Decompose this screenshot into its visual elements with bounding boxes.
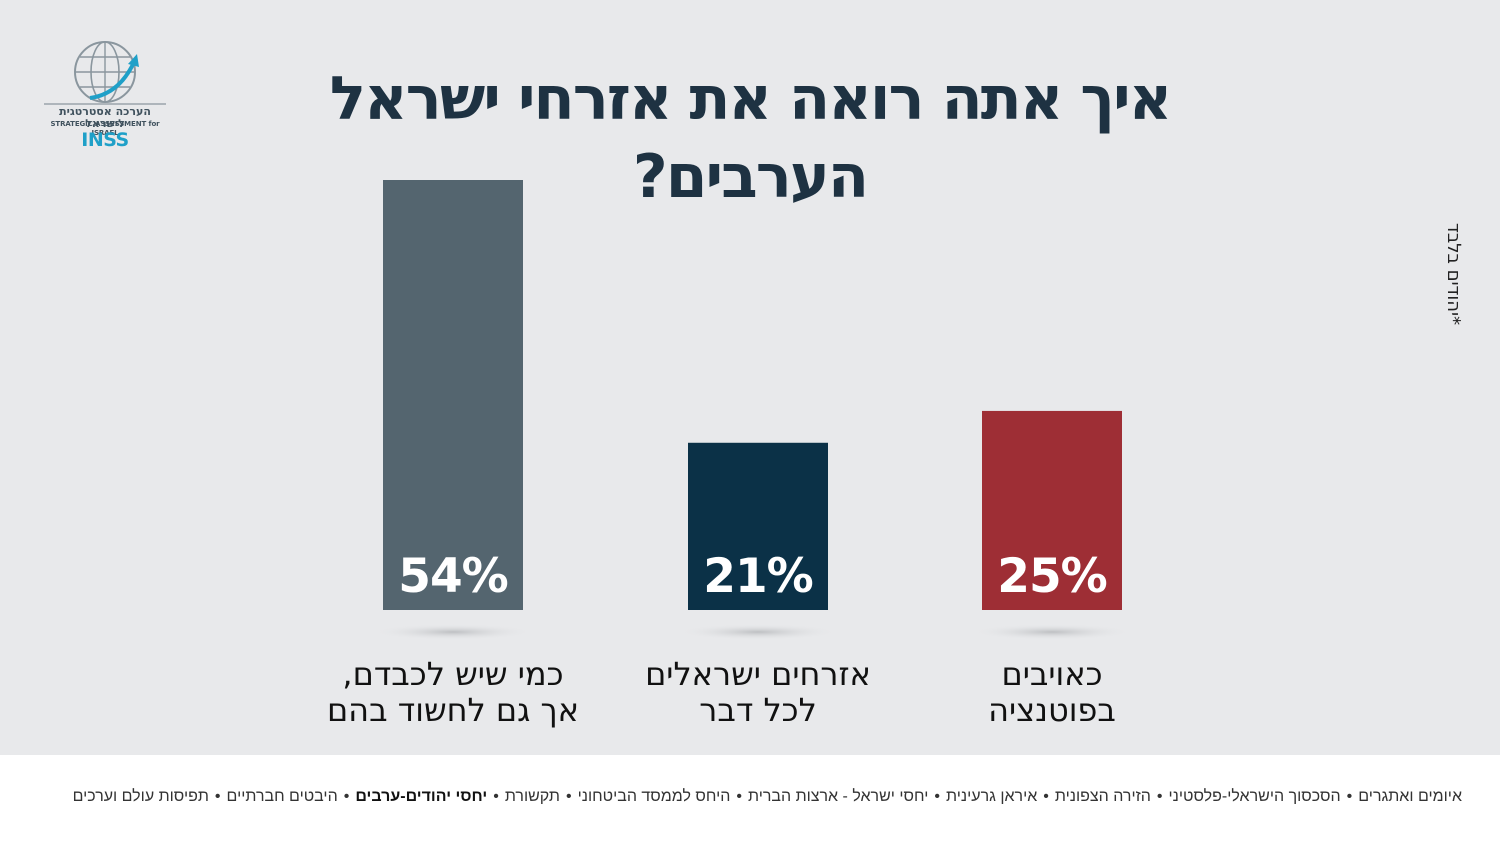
category-label: אזרחים ישראלים לכל דבר [608, 656, 908, 728]
topic-link[interactable]: הסכסוך הישראלי-פלסטיני [1168, 788, 1341, 805]
bar-value-label: 21% [703, 549, 813, 604]
topic-separator: • [1043, 788, 1049, 805]
topic-link[interactable]: תקשורת [504, 788, 560, 805]
topic-link[interactable]: הזירה הצפונית [1054, 788, 1151, 805]
bar-value-label: 25% [997, 549, 1107, 604]
category-label: כאויבים בפוטנציה [902, 656, 1202, 728]
topic-link[interactable]: איראן גרעינית [945, 788, 1038, 805]
category-label-line: לכל דבר [699, 691, 817, 729]
logo-brand: INSS [81, 129, 129, 151]
topic-link[interactable]: תפיסות עולם וערכים [72, 788, 209, 805]
topic-separator: • [565, 788, 572, 805]
topic-separator: • [934, 788, 940, 805]
inss-logo: הערכה אסטרטגית לישראל STRATEGIC ASSESSME… [40, 40, 170, 152]
topic-separator: • [1346, 788, 1353, 805]
topic-list: איומים ואתגרים • הסכסוך הישראלי-פלסטיני • הז… [73, 787, 1462, 807]
topic-separator: • [736, 788, 742, 805]
bar-shadow [373, 624, 533, 640]
logo-english-text: STRATEGIC ASSESSMENT for ISRAEL [50, 120, 160, 137]
topic-separator: • [214, 788, 221, 805]
side-note: *יהודים בלבד [1443, 222, 1464, 325]
bar-value-label: 54% [398, 549, 508, 604]
topic-nav-bar: איומים ואתגרים • הסכסוך הישראלי-פלסטיני • הז… [0, 755, 1500, 844]
bar-1 [383, 180, 523, 610]
category-label-line: בפוטנציה [988, 691, 1116, 729]
globe-icon [44, 41, 166, 105]
topic-link[interactable]: היבטים חברתיים [226, 788, 338, 805]
topic-link[interactable]: יחסי יהודים-ערבים [355, 788, 488, 805]
topic-link[interactable]: היחס לממסד הביטחוני [577, 788, 731, 805]
category-label-line: כאויבים [1001, 655, 1103, 693]
bar-3 [982, 410, 1122, 610]
bar-2 [688, 442, 828, 610]
topic-separator: • [343, 788, 350, 805]
chart-title: איך אתה רואה את אזרחי ישראל הערבים? [329, 64, 1173, 212]
topic-link[interactable]: יחסי ישראל - ארצות הברית [747, 788, 929, 805]
category-label: כמי שיש לכבדם, אך גם לחשוד בהם [303, 656, 603, 728]
topic-separator: • [493, 788, 499, 805]
category-label-line: כמי שיש לכבדם, [342, 655, 564, 693]
topic-link[interactable]: איומים ואתגרים [1358, 788, 1462, 805]
bar-chart: 54% 21% 25% [373, 180, 1132, 640]
category-label-line: אך גם לחשוד בהם [326, 691, 580, 729]
bar-shadow [972, 624, 1132, 640]
bar-shadow [678, 624, 838, 640]
logo-hebrew-text: הערכה אסטרטגית לישראל [59, 105, 151, 130]
topic-separator: • [1156, 788, 1163, 805]
category-label-line: אזרחים ישראלים [645, 655, 871, 693]
